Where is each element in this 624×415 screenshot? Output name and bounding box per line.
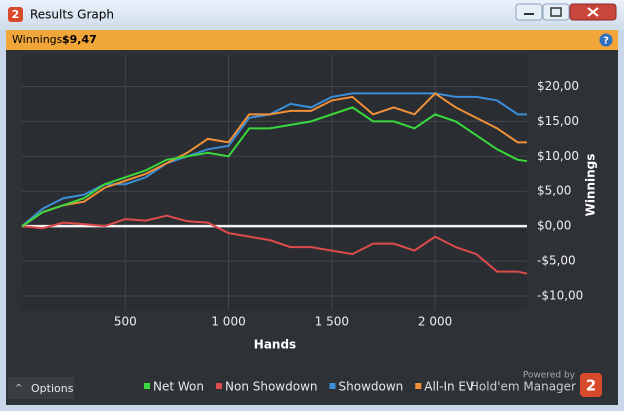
options-button[interactable] — [8, 377, 74, 399]
maximize-button[interactable] — [542, 3, 570, 21]
brand-logo-text: 2 — [586, 377, 596, 395]
legend-label: Non Showdown — [225, 380, 318, 394]
brand-logo — [580, 373, 602, 397]
winnings-value: $9,47 — [62, 33, 97, 46]
window-title: Results Graph — [30, 8, 114, 22]
app-icon — [8, 7, 23, 22]
winnings-label: Winnings: — [12, 33, 66, 46]
header-bar — [6, 30, 618, 50]
legend-swatch — [329, 383, 336, 389]
y-tick-label: $20,00 — [537, 79, 579, 93]
y-tick-label: $15,00 — [537, 114, 579, 128]
legend-label: Showdown — [339, 380, 404, 394]
powered-by: Powered by — [523, 371, 576, 381]
legend-swatch — [415, 383, 422, 389]
y-tick-label: -$10,00 — [537, 289, 583, 303]
help-text: ? — [603, 36, 609, 47]
x-tick-label: 2 000 — [418, 315, 452, 329]
app-icon-text: 2 — [12, 8, 20, 21]
legend-swatch — [216, 383, 222, 389]
x-tick-label: 1 000 — [211, 315, 245, 329]
options-text: Options — [31, 382, 74, 395]
x-tick-label: 500 — [114, 315, 137, 329]
close-icon — [587, 7, 599, 17]
series-line — [21, 92, 527, 227]
series-line — [21, 214, 528, 275]
options-caret: ^ — [15, 384, 23, 394]
legend-swatch — [144, 383, 150, 389]
x-axis-label: Hands — [254, 338, 296, 352]
legend-label: Net Won — [153, 380, 204, 394]
help-button[interactable] — [599, 33, 613, 47]
series-line — [21, 106, 528, 227]
series-line — [21, 92, 527, 227]
plot — [21, 55, 528, 310]
minimize-button[interactable] — [515, 3, 543, 21]
y-tick-label: $10,00 — [537, 149, 579, 163]
y-tick-label: $0,00 — [537, 219, 571, 233]
brand: Hold'em Manager — [470, 380, 576, 394]
maximize-icon — [550, 7, 562, 17]
y-tick-label: -$5,00 — [537, 254, 576, 268]
plot-area — [22, 55, 527, 310]
y-axis-label: Winnings — [584, 154, 598, 217]
x-tick-label: 1 500 — [315, 315, 349, 329]
legend-label: All-In EV — [424, 380, 475, 394]
y-tick-label: $5,00 — [537, 184, 571, 198]
